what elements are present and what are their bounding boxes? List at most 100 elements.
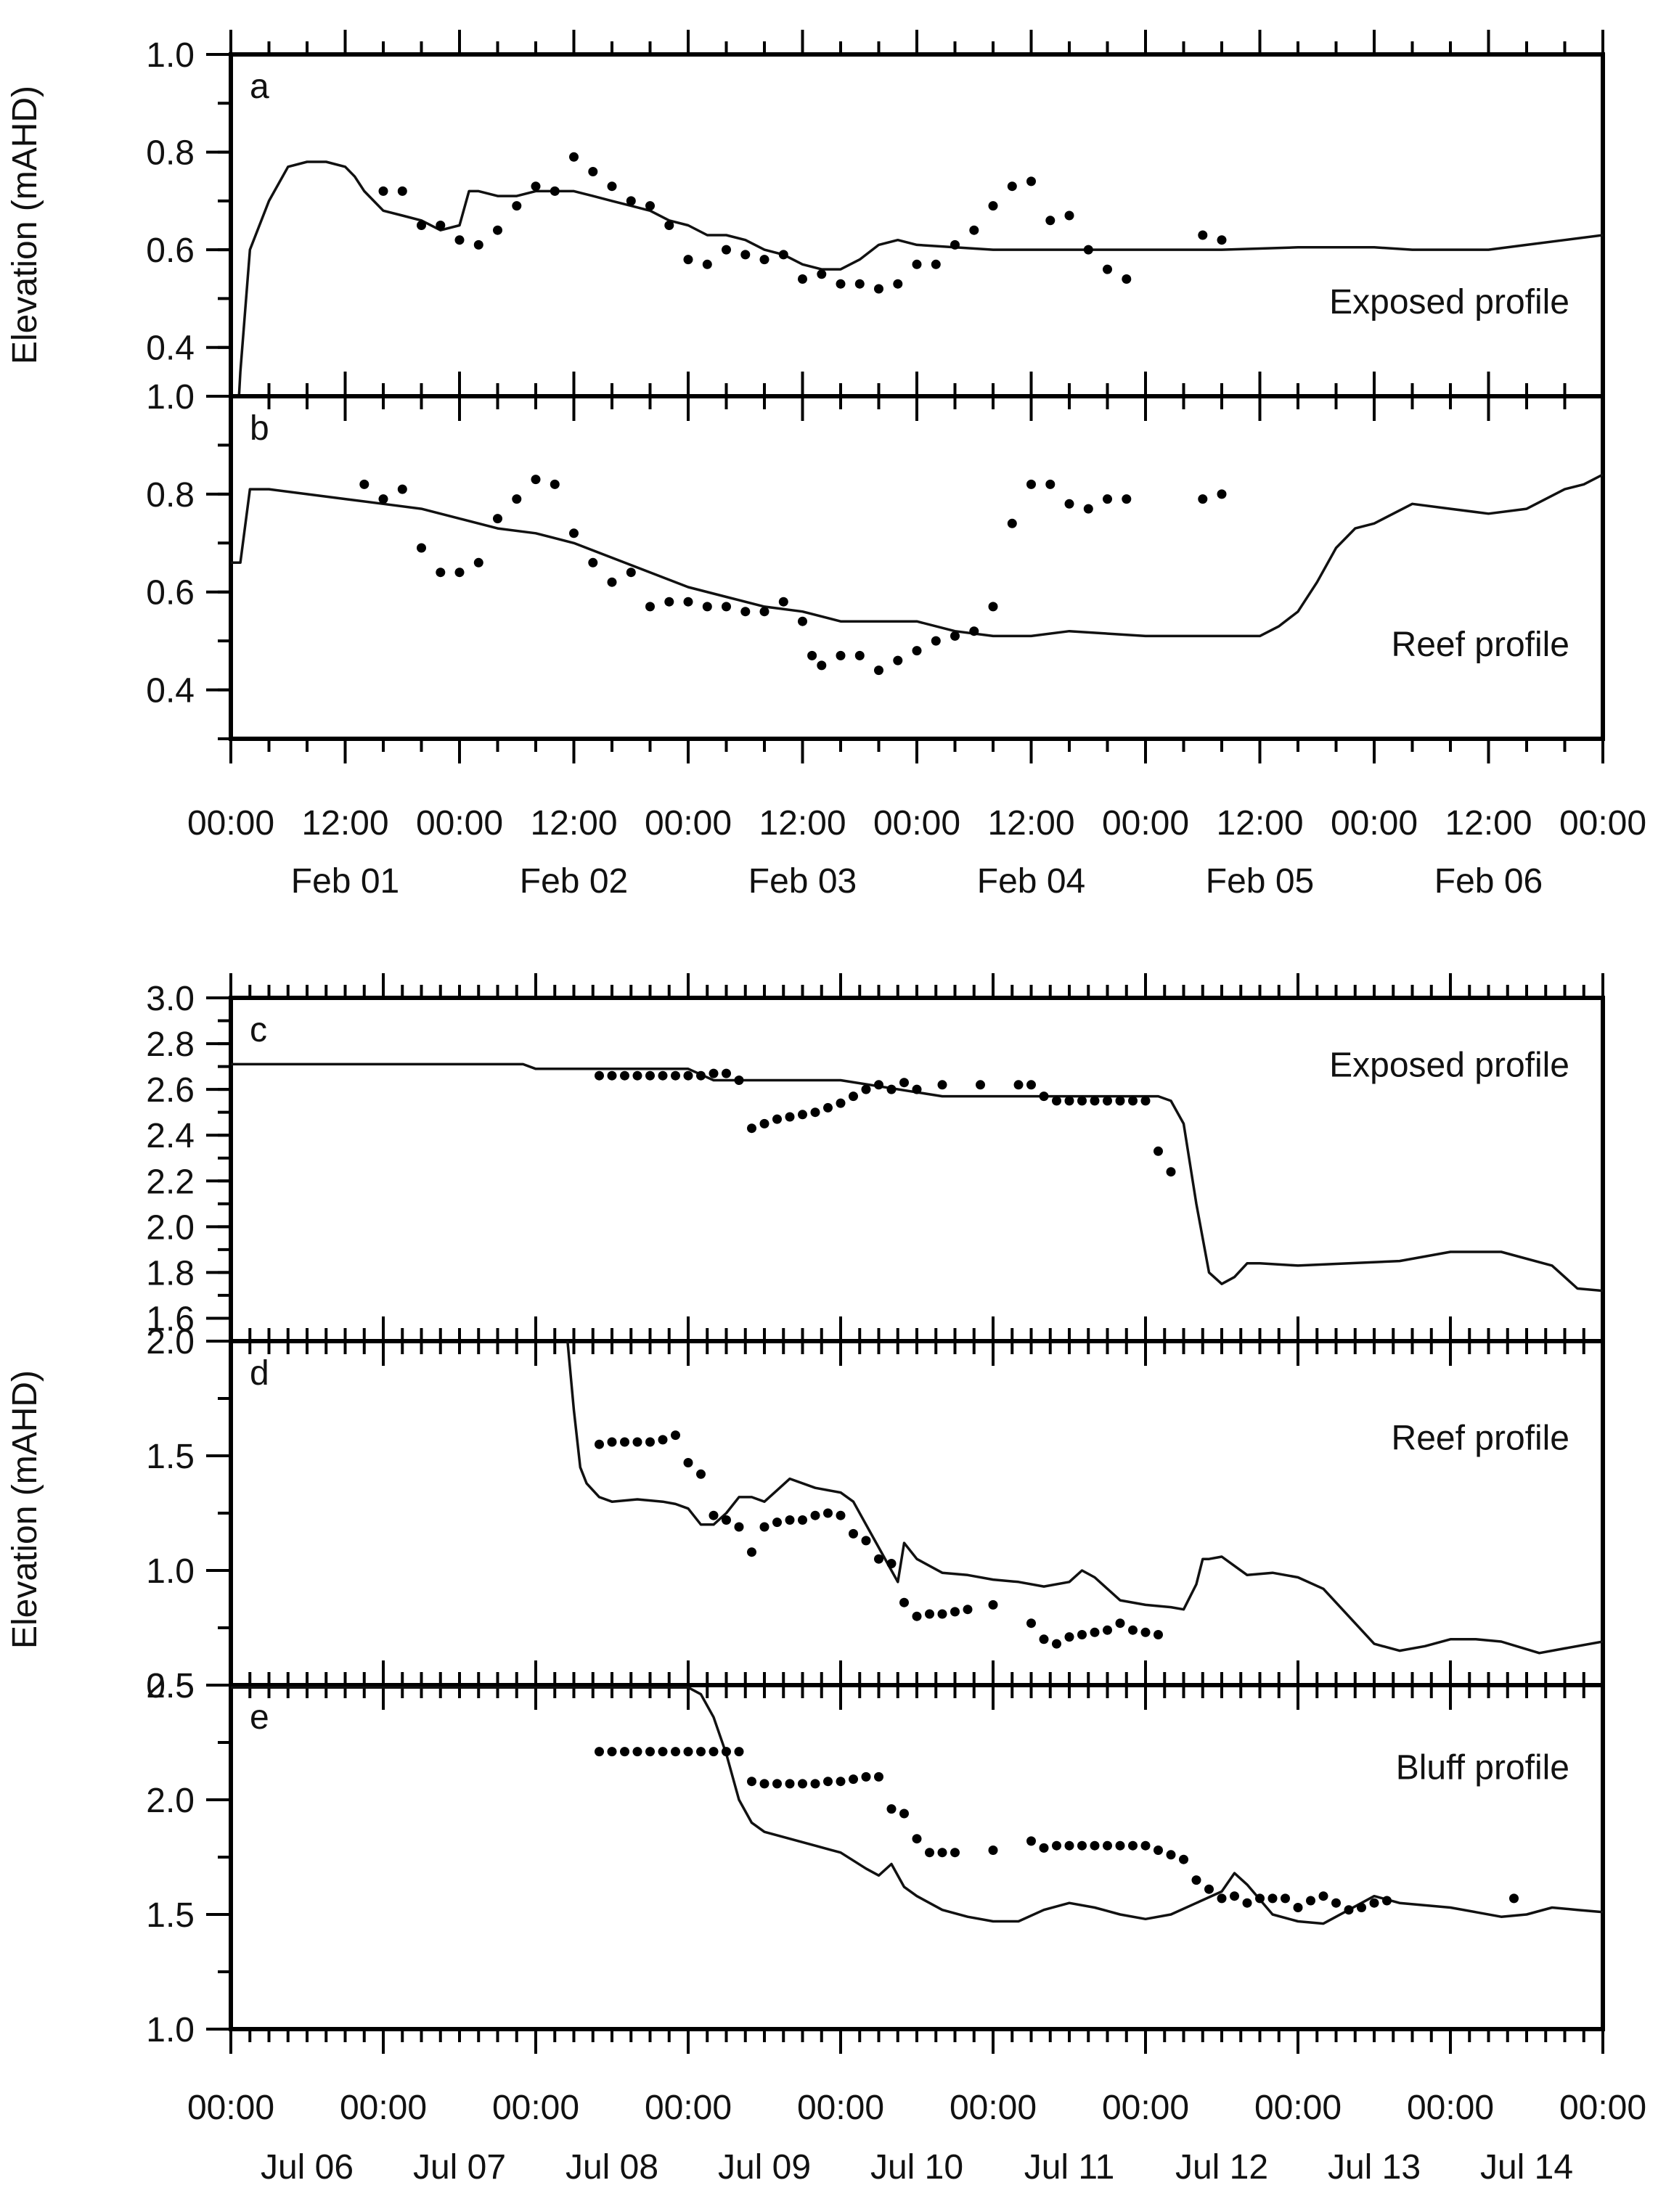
observed-point (988, 1846, 998, 1855)
observed-point (709, 1068, 719, 1078)
observed-point (1191, 1875, 1201, 1885)
observed-point (1039, 1091, 1049, 1102)
panel-label: e (250, 1698, 269, 1737)
observed-point (397, 186, 407, 196)
observed-point (912, 1084, 922, 1094)
observed-point (709, 1747, 719, 1757)
observed-point (722, 1747, 731, 1757)
observed-point (1115, 1618, 1125, 1629)
y-tick-label: 0.4 (146, 329, 195, 368)
observed-point (378, 494, 388, 504)
panel-label: a (250, 67, 269, 106)
panel-e: 1.0 1.5 2.0 2.5 00:00 00:00 00:00 00:00 00:00 00:… (146, 1660, 1646, 2187)
observed-point (912, 1834, 922, 1844)
observed-point (778, 250, 788, 260)
observed-point (683, 1070, 693, 1081)
observed-point (772, 1114, 782, 1124)
observed-point (747, 1547, 756, 1557)
x-tick-label: 12:00 (1216, 804, 1303, 843)
observed-point (1344, 1905, 1354, 1915)
observed-point (683, 1747, 693, 1757)
observed-point (950, 1848, 960, 1858)
observed-point (1217, 235, 1227, 245)
x-tick-label: 00:00 (645, 2089, 732, 2127)
observed-point (912, 259, 922, 269)
observed-point (734, 1522, 744, 1532)
observed-point (823, 1102, 833, 1113)
observed-point (436, 568, 446, 578)
observed-point (1318, 1891, 1328, 1901)
x-tick-label: 00:00 (187, 804, 274, 843)
y-tick-label: 1.0 (146, 378, 195, 417)
observed-point (836, 1777, 846, 1787)
observed-point (893, 279, 903, 289)
model-line (231, 1686, 1603, 1925)
observed-point (1026, 479, 1036, 489)
observed-point (1166, 1167, 1176, 1177)
observed-point (988, 1599, 998, 1610)
observed-point (645, 1437, 655, 1447)
observed-point (849, 1774, 858, 1785)
observed-point (702, 602, 712, 612)
x-tick-label: 00:00 (1102, 2089, 1189, 2127)
date-label: Jul 07 (413, 2148, 506, 2187)
observed-point (823, 1508, 833, 1518)
observed-point (747, 1123, 756, 1134)
x-tick-label: 00:00 (492, 2089, 579, 2127)
observed-point (1090, 1840, 1100, 1851)
y-tick-label: 1.0 (146, 36, 195, 75)
observed-point (861, 1084, 871, 1094)
observed-point (976, 1080, 985, 1090)
observed-point (1128, 1840, 1138, 1851)
date-label: Feb 05 (1206, 862, 1314, 901)
observed-point (988, 201, 998, 211)
observed-point (1064, 1632, 1074, 1642)
observed-point (817, 660, 827, 671)
observed-point (493, 514, 502, 524)
observed-point (1077, 1096, 1087, 1106)
observed-point (759, 1522, 769, 1532)
x-tick-label: 00:00 (187, 2089, 274, 2127)
observed-point (683, 1458, 693, 1467)
observed-point (632, 1437, 642, 1447)
observed-point (1103, 494, 1112, 504)
y-tick-label: 2.0 (146, 1782, 195, 1820)
observed-point (696, 1070, 706, 1081)
observed-point (969, 225, 979, 235)
y-tick-label: 1.0 (146, 2011, 195, 2049)
y-tick-label: 2.6 (146, 1071, 195, 1110)
observed-point (1204, 1884, 1214, 1894)
date-label: Feb 06 (1434, 862, 1543, 901)
observed-point (912, 646, 922, 656)
observed-point (1052, 1840, 1061, 1851)
observed-point (950, 239, 960, 250)
model-line (231, 473, 1603, 638)
y-tick-label: 3.0 (146, 980, 195, 1018)
observed-point (772, 1517, 782, 1528)
date-label: Jul 14 (1480, 2148, 1573, 2187)
observed-point (1179, 1854, 1188, 1864)
observed-point (1128, 1096, 1138, 1106)
observed-point (632, 1070, 642, 1081)
plot-area (231, 1686, 1603, 1925)
observed-point (645, 201, 655, 211)
observed-point (683, 255, 693, 265)
observed-point (1039, 1634, 1049, 1644)
observed-point (810, 1779, 820, 1789)
observed-point (1077, 1630, 1087, 1639)
plot-area (231, 1062, 1603, 1293)
observed-point (1140, 1096, 1151, 1106)
observed-point (607, 577, 617, 587)
observed-point (931, 259, 941, 269)
observed-point (454, 235, 465, 245)
observed-point (1026, 1080, 1036, 1090)
observed-point (702, 259, 712, 269)
y-tick-label: 0.4 (146, 672, 195, 710)
observed-point (722, 602, 731, 612)
x-tick-label: 00:00 (873, 804, 960, 843)
observed-point (1281, 1893, 1290, 1904)
panel-label: d (250, 1354, 269, 1393)
date-label: Jul 10 (870, 2148, 963, 2187)
observed-point (1198, 494, 1208, 504)
